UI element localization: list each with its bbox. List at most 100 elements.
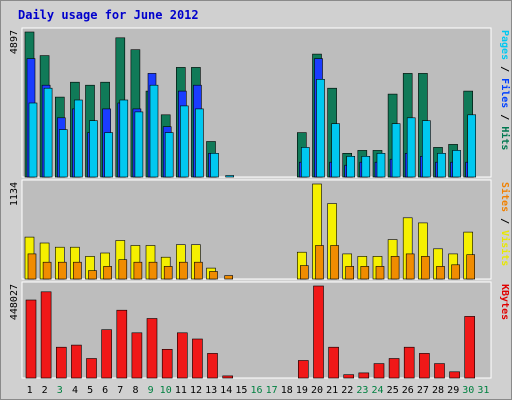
x-tick-label: 31 xyxy=(477,385,489,396)
bar-pages xyxy=(180,105,189,178)
bar-pages xyxy=(195,108,204,178)
x-tick-label: 7 xyxy=(117,385,123,396)
x-tick-label: 5 xyxy=(87,385,93,396)
bar-sites xyxy=(42,261,52,280)
bar-pages xyxy=(406,117,416,178)
bar-kbytes xyxy=(177,332,188,379)
bar-kbytes xyxy=(146,318,158,379)
bar-pages xyxy=(74,99,83,178)
x-tick-label: 1 xyxy=(27,385,33,396)
bar-pages xyxy=(437,153,446,178)
bar-kbytes xyxy=(328,346,339,379)
bar-sites xyxy=(466,254,476,280)
bar-kbytes xyxy=(313,285,324,379)
bar-pages xyxy=(361,156,371,178)
x-tick-label: 9 xyxy=(148,385,154,396)
chart-title: Daily usage for June 2012 xyxy=(18,8,199,22)
legend-entry: Sites xyxy=(499,182,511,212)
panel-legend: Sites / Visits xyxy=(499,182,511,266)
bar-pages xyxy=(346,156,356,178)
x-tick-label: 22 xyxy=(341,385,353,396)
bar-kbytes xyxy=(403,346,415,379)
x-tick-label: 28 xyxy=(432,385,444,396)
x-tick-label: 30 xyxy=(462,385,474,396)
bar-sites xyxy=(299,265,309,280)
bar-pages xyxy=(28,102,38,178)
bar-pages xyxy=(164,132,174,178)
bar-sites xyxy=(103,266,112,280)
bar-kbytes xyxy=(358,372,370,379)
panel-legend: KBytes xyxy=(499,284,510,320)
bar-sites xyxy=(27,253,37,280)
bar-pages xyxy=(422,120,431,178)
bar-sites xyxy=(375,266,385,280)
legend-entry: / xyxy=(499,60,510,78)
bar-sites xyxy=(436,266,445,280)
bar-kbytes xyxy=(161,348,173,379)
bar-kbytes xyxy=(434,363,445,379)
x-tick-label: 24 xyxy=(371,385,383,396)
bar-kbytes xyxy=(297,360,309,379)
x-tick-label: 18 xyxy=(281,385,293,396)
bar-sites xyxy=(88,270,97,280)
legend-entry: Files xyxy=(499,78,511,108)
x-tick-label: 20 xyxy=(311,385,323,396)
bar-kbytes xyxy=(101,329,112,379)
panel-legend: Pages / Files / Hits xyxy=(499,30,511,150)
bar-pages xyxy=(225,175,234,178)
legend-entry: Pages xyxy=(499,30,510,60)
x-tick-label: 3 xyxy=(57,385,63,396)
bar-kbytes xyxy=(373,363,385,379)
x-tick-label: 6 xyxy=(102,385,108,396)
bar-sites xyxy=(133,261,143,280)
bar-kbytes xyxy=(222,375,233,379)
bar-pages xyxy=(104,132,113,178)
bar-kbytes xyxy=(131,332,143,379)
bar-sites xyxy=(421,256,430,280)
bar-kbytes xyxy=(116,309,128,379)
bar-pages xyxy=(119,99,129,178)
bar-pages xyxy=(452,150,461,178)
bar-sites xyxy=(163,266,173,280)
bar-kbytes xyxy=(207,353,218,379)
bar-sites xyxy=(57,261,67,280)
bar-sites xyxy=(73,261,82,280)
x-tick-label: 23 xyxy=(356,385,368,396)
panel-max-label: 448027 xyxy=(9,284,20,320)
bar-pages xyxy=(300,147,310,178)
bar-sites xyxy=(360,266,370,280)
bar-sites xyxy=(148,261,158,280)
bar-pages xyxy=(89,120,98,178)
bar-sites xyxy=(330,245,339,280)
x-tick-label: 27 xyxy=(417,385,429,396)
panel-max-label: 1134 xyxy=(9,182,20,206)
bar-kbytes xyxy=(40,291,52,379)
bar-kbytes xyxy=(55,346,67,379)
bar-pages xyxy=(134,111,144,178)
bar-pages xyxy=(210,153,219,178)
x-tick-label: 26 xyxy=(402,385,414,396)
bar-kbytes xyxy=(449,371,460,379)
bar-sites xyxy=(194,261,203,280)
bar-pages xyxy=(149,84,159,178)
x-tick-label: 29 xyxy=(447,385,459,396)
bar-pages xyxy=(331,123,340,178)
bar-pages xyxy=(58,129,68,178)
legend-entry: Hits xyxy=(499,126,511,150)
panel-max-label: 4897 xyxy=(9,30,20,54)
bar-kbytes xyxy=(86,358,97,379)
bar-sites xyxy=(118,259,128,280)
x-tick-label: 13 xyxy=(205,385,217,396)
bar-sites xyxy=(405,253,415,280)
x-tick-label: 17 xyxy=(266,385,278,396)
bar-kbytes xyxy=(71,344,82,379)
bar-pages xyxy=(376,153,386,178)
bar-sites xyxy=(390,256,400,280)
bar-kbytes xyxy=(343,374,355,379)
bar-sites xyxy=(224,275,233,280)
bar-kbytes xyxy=(388,358,400,379)
legend-entry: / xyxy=(499,108,510,126)
bar-sites xyxy=(179,261,188,280)
x-tick-label: 10 xyxy=(160,385,172,396)
